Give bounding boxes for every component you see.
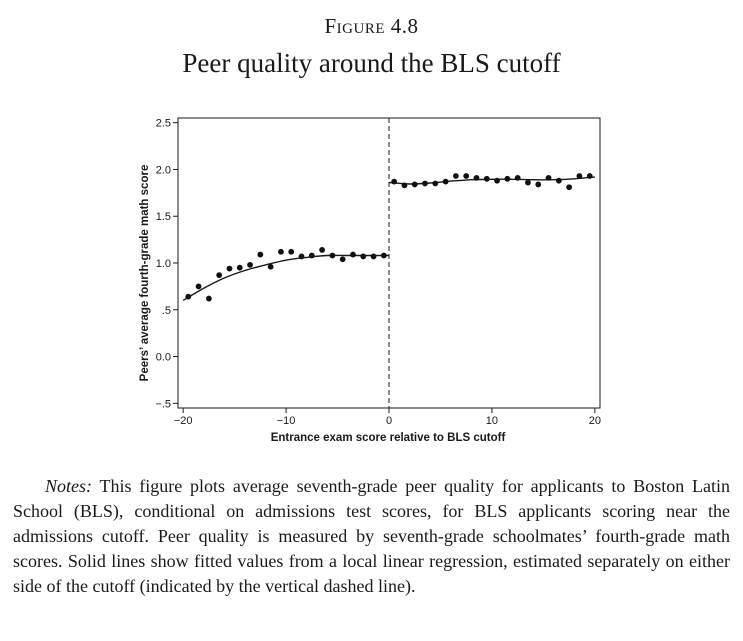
- x-tick-label: 0: [386, 415, 392, 427]
- data-point: [319, 247, 325, 253]
- axes: [177, 117, 601, 409]
- data-point: [236, 264, 243, 271]
- x-tick-label: −20: [174, 415, 193, 427]
- data-point: [463, 173, 470, 179]
- data-point: [504, 175, 511, 182]
- x-tick-label: 20: [589, 415, 601, 427]
- data-point: [535, 181, 542, 188]
- data-point: [350, 251, 356, 258]
- data-point: [411, 181, 418, 188]
- data-point: [205, 295, 212, 302]
- notes-paragraph: Notes: This figure plots average seventh…: [13, 474, 730, 599]
- data-point: [586, 173, 593, 179]
- y-tick-label: 0.0: [156, 352, 171, 364]
- notes-label: Notes:: [45, 476, 92, 496]
- data-point: [555, 177, 562, 184]
- y-tick-label: 2.5: [156, 118, 171, 130]
- data-point: [329, 252, 336, 259]
- data-point: [339, 256, 346, 263]
- data-point: [360, 253, 367, 260]
- data-point: [566, 184, 573, 191]
- data-point: [576, 173, 583, 179]
- data-point: [525, 179, 531, 186]
- x-axis-label: Entrance exam score relative to BLS cuto…: [271, 432, 506, 444]
- x-tick-label: 10: [486, 415, 498, 427]
- fitted-line: [388, 176, 595, 185]
- data-point: [288, 248, 295, 255]
- data-point: [545, 174, 552, 181]
- data-point: [422, 180, 428, 187]
- ticks: −20 −10 0 10 20 −.5 0.0 .5 1.0 1.5 2.0 2.5: [155, 118, 601, 427]
- x-tick-label: −10: [277, 415, 296, 427]
- data-point: [216, 272, 223, 279]
- data-point: [514, 174, 521, 181]
- data-point: [380, 252, 387, 259]
- data-point: [483, 175, 490, 182]
- data-point: [473, 174, 480, 181]
- data-point: [185, 293, 192, 300]
- data-point: [257, 251, 264, 258]
- data-point: [195, 283, 202, 290]
- data-point: [494, 177, 500, 184]
- data-point: [278, 248, 284, 255]
- fitted-line: [182, 254, 389, 302]
- figure-title: Peer quality around the BLS cutoff: [182, 48, 561, 78]
- data-point: [401, 182, 408, 189]
- data-point: [298, 253, 305, 260]
- data-point: [226, 265, 233, 272]
- data-point: [432, 180, 439, 187]
- data-point: [267, 263, 274, 270]
- data-points: [185, 173, 593, 302]
- data-point: [247, 261, 253, 268]
- y-tick-label: 1.0: [156, 258, 171, 270]
- data-point: [308, 252, 315, 259]
- data-point: [391, 178, 398, 185]
- data-point: [442, 178, 449, 185]
- data-point: [453, 173, 459, 179]
- y-tick-label: −.5: [155, 398, 171, 410]
- data-point: [370, 253, 377, 260]
- figure-label: Figure 4.8: [324, 14, 419, 38]
- y-tick-label: 2.0: [156, 164, 171, 176]
- scatter-chart: −20 −10 0 10 20 −.5 0.0 .5 1.0 1.5 2.0 2.5 Entrance…: [139, 117, 601, 444]
- y-tick-label: .5: [162, 305, 171, 317]
- y-tick-label: 1.5: [156, 211, 171, 223]
- notes-text: This figure plots average seventh-grade …: [13, 476, 730, 596]
- y-axis-label: Peers’ average fourth-grade math score: [139, 165, 151, 382]
